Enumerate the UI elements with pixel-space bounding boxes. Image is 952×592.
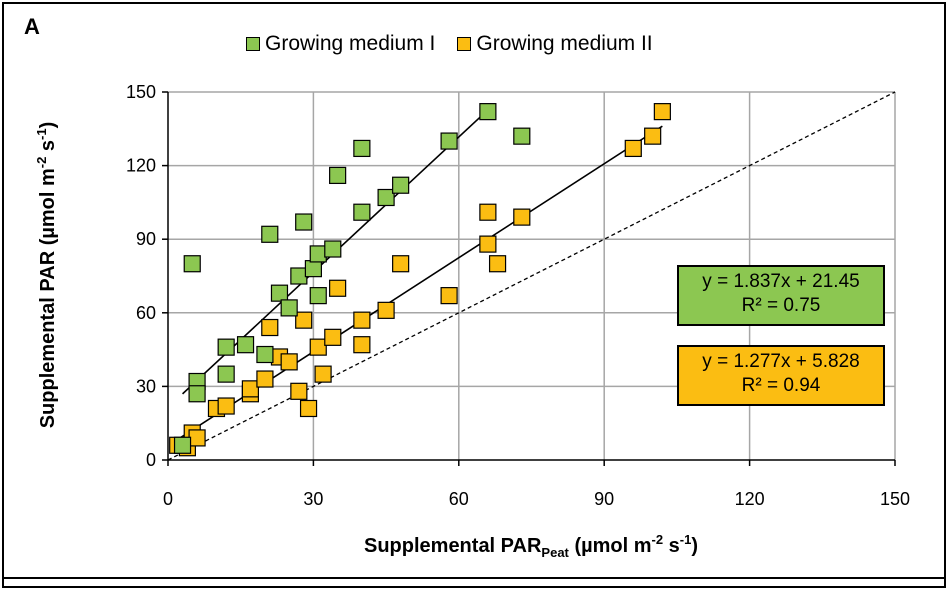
legend-label-series2: Growing medium II xyxy=(476,32,653,55)
r2-text-series1: R² = 0.75 xyxy=(741,295,821,316)
data-point-series1 xyxy=(217,365,235,383)
bottom-divider xyxy=(2,577,946,579)
data-point-series1 xyxy=(513,127,531,145)
equation-text-series1: y = 1.837x + 21.45 xyxy=(702,271,860,292)
data-point-series2 xyxy=(353,311,371,329)
x-tick-label: 0 xyxy=(163,489,173,509)
data-point-series1 xyxy=(309,287,327,305)
legend-item-series1: Growing medium I xyxy=(246,32,435,56)
equation-box-series2: y = 1.277x + 5.828 R² = 0.94 xyxy=(677,345,885,406)
y-tick-label: 90 xyxy=(136,229,156,249)
data-point-series1 xyxy=(270,284,289,302)
data-point-series2 xyxy=(377,301,395,319)
data-point-series2 xyxy=(261,318,279,337)
data-point-series1 xyxy=(280,299,298,317)
data-point-series2 xyxy=(188,429,206,447)
data-point-series1 xyxy=(479,103,497,121)
y-tick-label: 30 xyxy=(136,376,156,396)
y-tick-label: 0 xyxy=(146,450,156,470)
reference-line-group xyxy=(167,91,896,461)
data-point-series2 xyxy=(479,235,497,253)
data-point-series2 xyxy=(329,279,347,297)
x-axis-title: Supplemental PARPeat (µmol m-2 s-1) xyxy=(364,532,698,560)
equation-box-series1: y = 1.837x + 21.45 R² = 0.75 xyxy=(677,265,885,326)
data-point-series2 xyxy=(217,397,235,415)
data-point-series2 xyxy=(488,255,507,273)
data-point-series1 xyxy=(183,255,201,273)
data-point-series1 xyxy=(188,385,206,403)
data-point-series1 xyxy=(217,338,235,356)
data-point-series1 xyxy=(256,345,274,364)
x-tick-label: 150 xyxy=(880,489,910,509)
data-point-series2 xyxy=(513,208,531,226)
axes xyxy=(162,91,896,466)
data-point-series1 xyxy=(353,203,371,221)
data-point-series2 xyxy=(653,103,671,121)
data-points xyxy=(169,103,671,457)
data-point-series1 xyxy=(295,213,313,231)
data-point-series1 xyxy=(377,188,395,207)
y-tick-label: 150 xyxy=(126,82,156,102)
data-point-series1 xyxy=(440,132,458,150)
equation-text-series2: y = 1.277x + 5.828 xyxy=(702,351,860,372)
data-point-series2 xyxy=(479,203,497,221)
x-tick-label: 120 xyxy=(735,489,765,509)
x-tick-label: 60 xyxy=(449,489,469,509)
legend-swatch-series2 xyxy=(457,37,472,51)
data-point-series1 xyxy=(353,139,371,158)
data-point-series2 xyxy=(353,336,371,354)
data-point-series2 xyxy=(440,287,458,305)
data-point-series2 xyxy=(314,365,332,383)
data-point-series1 xyxy=(304,260,322,278)
one-to-one-line xyxy=(167,91,896,461)
data-point-series1 xyxy=(236,336,255,354)
y-tick-label: 60 xyxy=(136,303,156,323)
data-point-series1 xyxy=(324,240,342,258)
data-point-series2 xyxy=(324,328,342,346)
data-point-series2 xyxy=(644,127,662,145)
data-point-series2 xyxy=(299,399,318,418)
y-axis-title: Supplemental PAR (µmol m-2 s-1) xyxy=(34,122,59,429)
data-point-series1 xyxy=(173,436,192,454)
y-tick-label: 120 xyxy=(126,156,156,176)
panel-label: A xyxy=(24,14,40,39)
data-point-series2 xyxy=(392,255,410,273)
data-point-series1 xyxy=(309,245,327,263)
data-point-series1 xyxy=(261,225,279,243)
legend-item-series2: Growing medium II xyxy=(457,32,653,56)
data-point-series2 xyxy=(624,139,642,158)
x-tick-label: 90 xyxy=(594,489,614,509)
data-point-series1 xyxy=(329,166,347,185)
data-point-series2 xyxy=(309,338,327,356)
data-point-series1 xyxy=(392,176,410,194)
legend-swatch-series1 xyxy=(246,37,260,51)
r2-text-series2: R² = 0.94 xyxy=(741,375,821,396)
legend-label-series1: Growing medium I xyxy=(265,32,436,55)
data-point-series2 xyxy=(290,382,308,400)
data-point-series2 xyxy=(295,311,313,329)
legend: Growing medium I Growing medium II xyxy=(246,32,675,56)
x-tick-label: 30 xyxy=(303,489,323,509)
data-point-series2 xyxy=(241,380,259,398)
tick-labels: 0 30 60 90 120 150 0 30 60 90 120 150 xyxy=(126,82,910,509)
data-point-series2 xyxy=(280,353,298,371)
data-point-series2 xyxy=(256,370,274,388)
data-point-series1 xyxy=(290,267,308,285)
